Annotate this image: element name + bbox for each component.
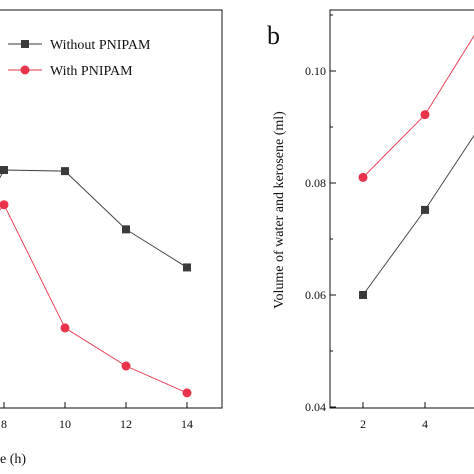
panel-a-x-axis-label: e (h) (0, 452, 26, 467)
data-point-without-pnipam-2 (359, 291, 367, 299)
panel-a-plot-frame (0, 9, 223, 409)
x-tick-label-4: 4 (422, 417, 428, 431)
x-tick-label-12: 12 (120, 417, 132, 431)
data-point-without-pnipam-14 (183, 263, 191, 272)
panel-b-y-ticks: 0.040.060.080.100.12 (305, 14, 336, 414)
panel-b-y-axis-label: Volume of water and kerosene (ml) (272, 111, 287, 309)
x-tick-label-2: 2 (360, 417, 366, 431)
data-point-without-pnipam-12 (122, 225, 130, 234)
panel-a-series (0, 166, 192, 398)
panel-b-plot-frame (329, 9, 474, 409)
x-tick-label-8: 8 (1, 417, 7, 431)
data-point-with-pnipam-10 (60, 323, 70, 333)
legend-label-without-pnipam: Without PNIPAM (50, 38, 151, 53)
series-line-without-pnipam (362, 134, 474, 296)
y-tick-label-0.06: 0.06 (305, 288, 326, 302)
legend-marker-square (21, 40, 29, 48)
legend-label-with-pnipam: With PNIPAM (50, 64, 133, 79)
panel-a-legend: Without PNIPAM With PNIPAM (8, 38, 151, 79)
data-point-with-pnipam-12 (121, 361, 131, 371)
data-point-with-pnipam-14 (182, 388, 192, 398)
panel-b: b 0.040.060.080.100.12 24 Volume of wate… (267, 9, 474, 431)
panel-b-series (358, 35, 474, 299)
y-tick-label-0.10: 0.10 (305, 64, 326, 78)
series-line-without-pnipam (0, 169, 188, 268)
panel-a: 8 10 12 14 e (h) Without PNIPAM With PNIPAM (0, 9, 223, 467)
series-line-with-pnipam (362, 35, 474, 178)
data-point-with-pnipam-4 (420, 110, 430, 120)
legend-item-with-pnipam: With PNIPAM (8, 64, 133, 79)
y-tick-label-0.08: 0.08 (305, 176, 326, 190)
data-point-with-pnipam-8 (0, 200, 9, 210)
y-tick-label-0.04: 0.04 (305, 400, 326, 414)
x-tick-label-14: 14 (181, 417, 193, 431)
data-point-without-pnipam-8 (0, 166, 8, 174)
legend-item-without-pnipam: Without PNIPAM (8, 38, 151, 53)
series-line-with-pnipam (0, 203, 188, 394)
x-tick-label-10: 10 (59, 417, 71, 431)
panel-b-letter: b (267, 21, 280, 50)
panel-a-x-ticks: 8 10 12 14 (1, 402, 193, 431)
legend-marker-circle (20, 65, 30, 75)
data-point-with-pnipam-2 (358, 172, 368, 182)
data-point-without-pnipam-4 (421, 205, 429, 214)
data-point-without-pnipam-10 (61, 167, 69, 176)
